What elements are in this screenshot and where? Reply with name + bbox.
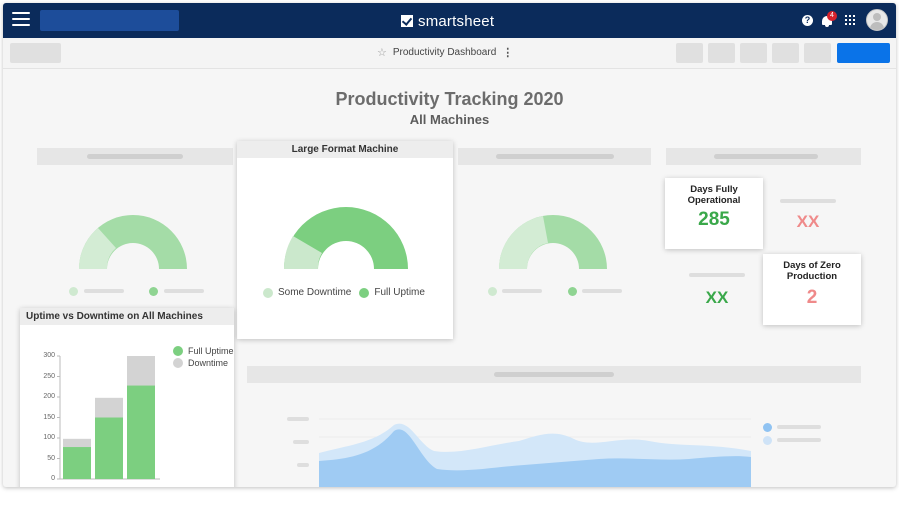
top-nav-bar: smartsheet ? 4 xyxy=(3,3,896,38)
check-box-icon xyxy=(401,15,413,27)
bar-chart-title: Uptime vs Downtime on All Machines xyxy=(20,308,234,325)
kpi-label: Days of Zero Production xyxy=(783,260,841,282)
dashboard-subtitle: All Machines xyxy=(409,112,490,127)
bar-small-full-uptime xyxy=(63,447,91,479)
kpi-placeholder-value: XX xyxy=(705,288,729,307)
star-icon[interactable]: ☆ xyxy=(377,47,387,59)
category-label: Large xyxy=(121,485,161,487)
y-tick-label: 100 xyxy=(43,434,55,441)
legend-swatch-full-uptime xyxy=(173,346,183,356)
bar-legend-item: Full Uptime xyxy=(173,346,234,356)
category-label: Medium xyxy=(89,485,129,487)
widget-header-placeholder xyxy=(666,148,861,165)
kpi-card-zero-production: Days of Zero Production 2 xyxy=(763,254,861,325)
legend-label: Full Uptime xyxy=(188,346,234,356)
legend-swatch-full-uptime xyxy=(359,287,370,298)
brand-name: smartsheet xyxy=(418,12,495,30)
legend-swatch-some-downtime xyxy=(263,287,273,298)
legend-label: Downtime xyxy=(188,358,229,368)
area-chart-placeholder xyxy=(319,418,751,487)
legend-placeholder xyxy=(582,289,622,293)
widget-header-placeholder xyxy=(37,148,233,165)
legend-dot xyxy=(149,287,158,296)
toolbar-button-3[interactable] xyxy=(740,43,767,63)
dashboard-title: Productivity Tracking 2020 xyxy=(335,89,564,109)
axis-placeholder xyxy=(287,417,309,421)
bar-large-downtime xyxy=(127,356,155,386)
bar-legend-item: Downtime xyxy=(173,358,228,368)
axis-placeholder xyxy=(297,463,309,467)
bell-icon[interactable] xyxy=(821,14,833,27)
y-tick-label: 300 xyxy=(43,352,55,359)
help-icon[interactable]: ? xyxy=(802,15,813,26)
gauge-legend: Some Downtime Full Uptime xyxy=(263,287,425,298)
y-tick-label: 50 xyxy=(47,454,55,462)
back-button[interactable] xyxy=(10,43,61,63)
kpi-placeholder-value: XX xyxy=(796,212,820,231)
widget-header-placeholder xyxy=(458,148,651,165)
legend-label: Some Downtime xyxy=(278,287,352,298)
legend-dot xyxy=(488,287,497,296)
menu-icon[interactable] xyxy=(12,12,30,28)
kpi-value: 2 xyxy=(806,287,818,308)
legend-dot xyxy=(763,436,772,445)
toolbar-button-5[interactable] xyxy=(804,43,831,63)
apps-grid-icon[interactable] xyxy=(845,15,855,25)
notification-badge: 4 xyxy=(827,11,837,21)
legend-placeholder xyxy=(777,425,821,429)
search-box[interactable] xyxy=(40,10,179,31)
y-tick-label: 200 xyxy=(43,393,55,400)
dashboard-name: ☆ Productivity Dashboard ⋮ xyxy=(377,46,513,59)
widget-header-placeholder xyxy=(247,366,861,383)
legend-placeholder xyxy=(777,438,821,442)
bar-small-downtime xyxy=(63,438,91,448)
app-window: smartsheet ? 4 ☆ Productivity Dashboard … xyxy=(3,3,896,487)
legend-placeholder xyxy=(84,289,124,293)
kpi-label-placeholder xyxy=(689,273,745,277)
share-button[interactable] xyxy=(837,43,890,63)
dashboard-toolbar: ☆ Productivity Dashboard ⋮ xyxy=(3,38,896,69)
legend-placeholder xyxy=(502,289,542,293)
y-tick-label: 250 xyxy=(43,372,55,380)
legend-dot xyxy=(568,287,577,296)
bar-chart-card: Uptime vs Downtime on All Machines 0 50 10… xyxy=(20,308,234,487)
kpi-value: 285 xyxy=(698,209,730,230)
avatar[interactable] xyxy=(866,9,888,31)
kpi-label: Days Fully Operational xyxy=(687,184,741,206)
toolbar-button-2[interactable] xyxy=(708,43,735,63)
kpi-card-days-operational: Days Fully Operational 285 xyxy=(665,178,763,249)
legend-placeholder xyxy=(164,289,204,293)
toolbar-button-4[interactable] xyxy=(772,43,799,63)
legend-swatch-downtime xyxy=(173,358,183,368)
gauge-placeholder-left xyxy=(79,215,187,269)
featured-gauge-card: Large Format Machine Some Downtime Full … xyxy=(237,141,453,339)
bar-large-full-uptime xyxy=(127,385,155,479)
category-label: Small xyxy=(57,485,97,487)
y-tick-label: 150 xyxy=(43,413,55,421)
gauge-placeholder-right xyxy=(499,215,607,269)
axis-placeholder xyxy=(293,440,309,444)
featured-gauge-title: Large Format Machine xyxy=(237,141,453,158)
toolbar-button-1[interactable] xyxy=(676,43,703,63)
legend-label: Full Uptime xyxy=(374,287,425,298)
dashboard-name-label: Productivity Dashboard xyxy=(392,47,497,58)
bar-chart xyxy=(57,355,160,480)
bar-medium-full-uptime xyxy=(95,417,123,479)
more-options-icon[interactable]: ⋮ xyxy=(502,47,514,59)
uptime-gauge xyxy=(283,207,408,269)
bar-medium-downtime xyxy=(95,397,123,418)
brand-logo: smartsheet xyxy=(401,11,494,31)
legend-dot xyxy=(763,423,772,432)
y-tick-label: 0 xyxy=(51,475,55,482)
legend-dot xyxy=(69,287,78,296)
kpi-label-placeholder xyxy=(780,199,836,203)
